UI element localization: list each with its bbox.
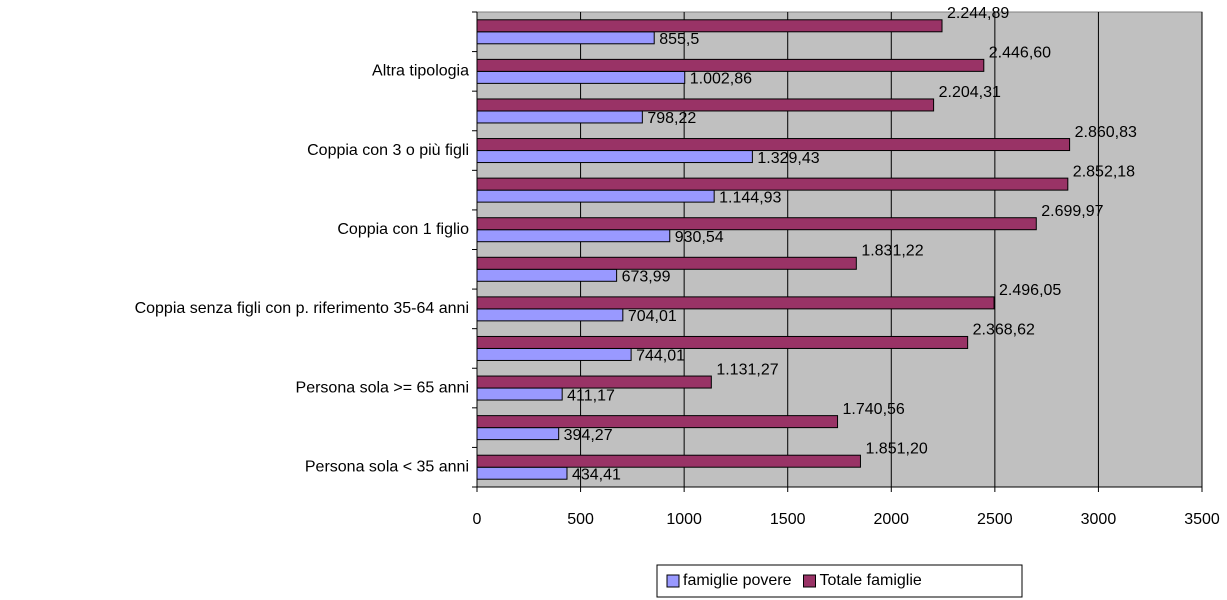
value-label: 2.368,62 bbox=[973, 322, 1035, 339]
legend-label: Totale famiglie bbox=[820, 572, 922, 589]
value-label: 1.740,56 bbox=[843, 401, 905, 418]
bar bbox=[476, 256, 857, 270]
bar bbox=[476, 217, 1037, 231]
value-label: 1.851,20 bbox=[865, 440, 927, 457]
y-tick-label: Coppia con 3 o più figli bbox=[307, 142, 469, 159]
y-tick-label: Persona sola < 35 anni bbox=[305, 458, 469, 475]
legend-label: famiglie povere bbox=[683, 572, 792, 589]
y-tick-label: Coppia senza figli con p. riferimento 35… bbox=[135, 300, 469, 317]
value-label: 1.329,43 bbox=[757, 150, 819, 167]
bar bbox=[476, 427, 560, 441]
bar bbox=[476, 189, 715, 203]
bar bbox=[476, 98, 935, 112]
bar bbox=[476, 268, 618, 282]
y-tick-label: Altra tipologia bbox=[372, 63, 469, 80]
value-label: 2.699,97 bbox=[1041, 203, 1103, 220]
value-label: 2.860,83 bbox=[1075, 124, 1137, 141]
bar bbox=[476, 466, 568, 480]
value-label: 411,17 bbox=[567, 387, 615, 404]
value-label: 798,22 bbox=[647, 110, 696, 127]
legend-box bbox=[656, 564, 1023, 598]
value-label: 1.144,93 bbox=[719, 189, 781, 206]
value-label: 2.852,18 bbox=[1073, 163, 1135, 180]
bar bbox=[476, 150, 753, 164]
bar bbox=[476, 138, 1071, 152]
value-label: 1.002,86 bbox=[690, 71, 752, 88]
value-label: 744,01 bbox=[636, 348, 685, 365]
bar bbox=[476, 31, 655, 45]
value-label: 673,99 bbox=[622, 269, 671, 286]
bar bbox=[476, 70, 686, 84]
bar bbox=[476, 375, 712, 389]
value-label: 2.446,60 bbox=[989, 45, 1051, 62]
bar bbox=[476, 296, 995, 310]
bar bbox=[476, 308, 624, 322]
value-label: 2.496,05 bbox=[999, 282, 1061, 299]
bar bbox=[476, 177, 1069, 191]
value-label: 704,01 bbox=[628, 308, 677, 325]
bar bbox=[476, 415, 839, 429]
legend-swatch bbox=[803, 574, 816, 588]
bar bbox=[476, 19, 943, 33]
bar bbox=[476, 229, 671, 243]
bar bbox=[476, 347, 632, 361]
value-label: 930,54 bbox=[675, 229, 724, 246]
bar bbox=[476, 110, 643, 124]
bar bbox=[476, 387, 563, 401]
value-label: 434,41 bbox=[572, 466, 621, 483]
value-label: 1.131,27 bbox=[716, 361, 778, 378]
bar bbox=[476, 335, 969, 349]
value-label: 1.831,22 bbox=[861, 243, 923, 260]
value-label: 394,27 bbox=[564, 427, 613, 444]
x-tick-label: 2000 bbox=[873, 511, 909, 528]
value-label: 2.204,31 bbox=[939, 84, 1001, 101]
x-tick-label: 3000 bbox=[1081, 511, 1117, 528]
x-tick-label: 3500 bbox=[1184, 511, 1220, 528]
bar bbox=[476, 454, 861, 468]
legend-swatch bbox=[666, 574, 680, 588]
value-label: 855,5 bbox=[659, 31, 699, 48]
y-tick-label: Persona sola >= 65 anni bbox=[296, 379, 469, 396]
bar bbox=[476, 58, 985, 72]
x-tick-label: 0 bbox=[473, 511, 482, 528]
x-tick-label: 1500 bbox=[770, 511, 806, 528]
x-tick-label: 1000 bbox=[666, 511, 702, 528]
x-tick-label: 2500 bbox=[977, 511, 1013, 528]
x-tick-label: 500 bbox=[567, 511, 594, 528]
value-label: 2.244,89 bbox=[947, 5, 1009, 22]
plot-area bbox=[476, 11, 1203, 488]
y-tick-label: Coppia con 1 figlio bbox=[337, 221, 469, 238]
